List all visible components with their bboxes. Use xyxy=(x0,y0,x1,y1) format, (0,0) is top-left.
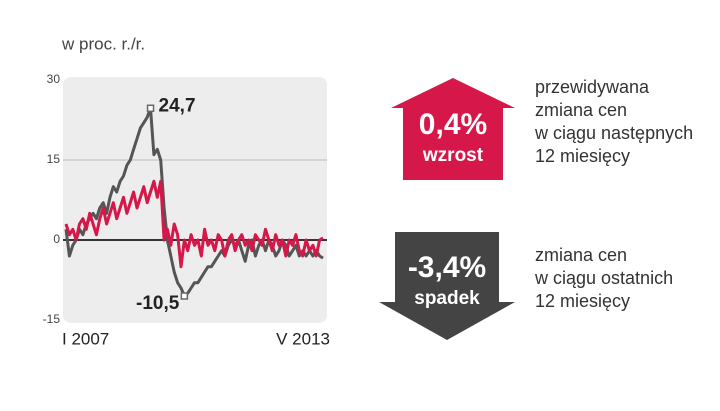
data-label: -10,5 xyxy=(136,293,180,314)
description-line: w ciągu ostatnich xyxy=(534,268,673,288)
description-line: 12 miesięcy xyxy=(535,146,630,166)
arrow-label: spadek xyxy=(414,288,480,309)
x-tick-label: I 2007 xyxy=(62,329,109,348)
y-tick-label: 0 xyxy=(53,232,60,246)
description-line: zmiana cen xyxy=(535,245,627,265)
arrow-figure: -3,4% xyxy=(408,251,486,284)
y-tick-label: 15 xyxy=(47,152,61,166)
arrow-label: wzrost xyxy=(422,145,484,166)
description-line: 12 miesięcy xyxy=(535,291,630,311)
series-line xyxy=(64,179,324,269)
point-marker xyxy=(146,104,155,113)
x-tick-label: V 2013 xyxy=(276,329,330,348)
plot-background xyxy=(63,77,327,323)
y-tick-label: 30 xyxy=(47,72,61,86)
arrow-figure: 0,4% xyxy=(419,108,487,141)
data-label: 24,7 xyxy=(159,95,196,116)
arrow xyxy=(379,232,515,340)
y-tick-label: -15 xyxy=(43,312,61,326)
description-line: zmiana cen xyxy=(535,100,627,120)
description-line: w ciągu następnych xyxy=(534,123,693,143)
series-line xyxy=(64,106,324,298)
point-marker xyxy=(180,292,189,300)
y-axis-label: w proc. r./r. xyxy=(61,34,145,53)
description-line: przewidywana xyxy=(535,77,650,97)
arrow xyxy=(391,78,515,180)
